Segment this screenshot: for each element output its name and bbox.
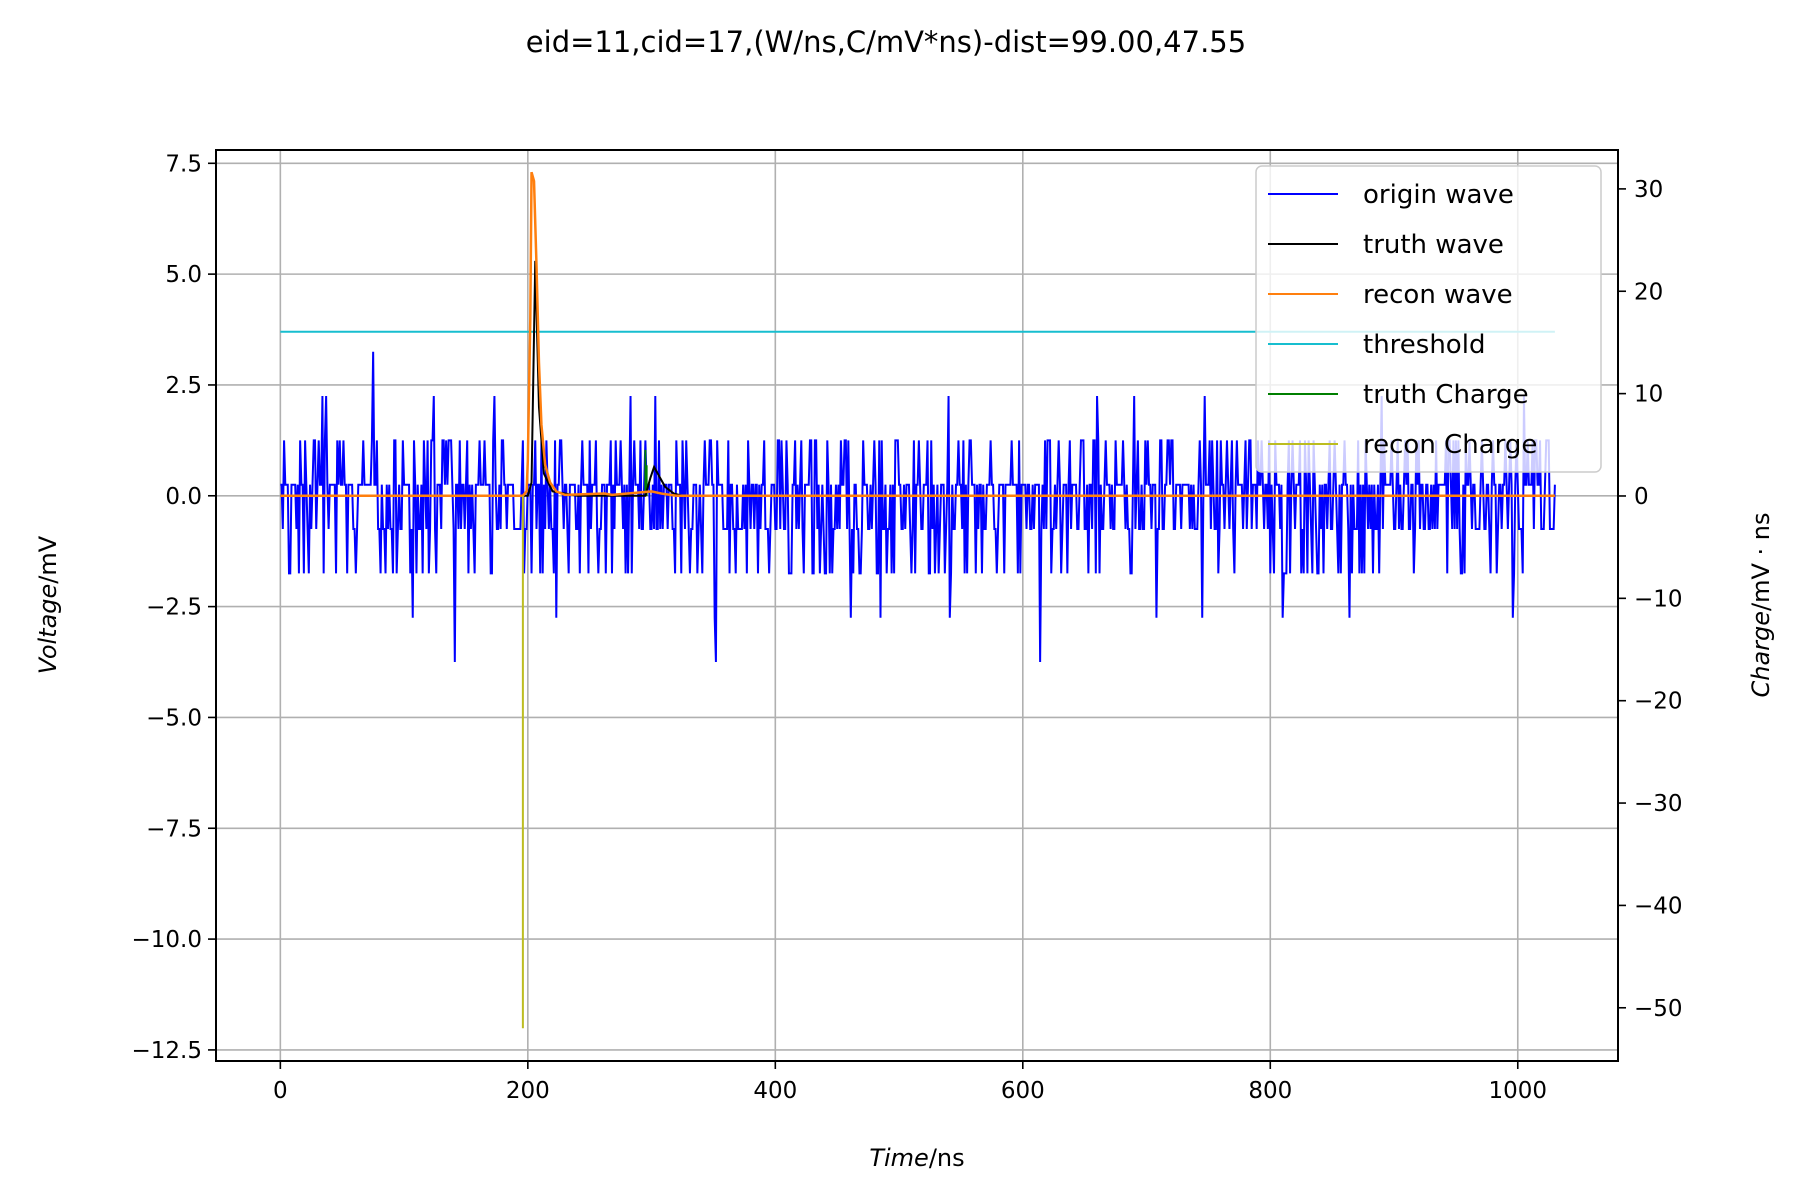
origin-wave-line <box>280 351 1556 663</box>
y2-axis-label: Charge/mV · ns <box>1747 512 1775 697</box>
recon-wave-line <box>280 171 1555 498</box>
y-tick-label: −2.5 <box>146 595 202 621</box>
y2-tick-label: −40 <box>1634 893 1683 919</box>
x-axis-ticks: 0 200 400 600 800 1000 <box>273 1061 1547 1104</box>
y-tick-label: −12.5 <box>132 1038 202 1064</box>
y-tick-label: 5.0 <box>165 262 202 288</box>
legend-box <box>1255 165 1602 473</box>
x-tick-label: 600 <box>1001 1078 1045 1104</box>
y-tick-label: 2.5 <box>165 373 202 399</box>
legend-label-truth-charge: truth Charge <box>1363 380 1529 410</box>
legend: origin wave truth wave recon wave thresh… <box>1255 165 1602 473</box>
y-tick-label: −5.0 <box>146 705 202 731</box>
legend-label-origin-wave: origin wave <box>1363 180 1514 210</box>
legend-label-threshold: threshold <box>1363 330 1485 360</box>
x-tick-label: 0 <box>273 1078 288 1104</box>
x-tick-label: 1000 <box>1488 1078 1547 1104</box>
legend-label-recon-charge: recon Charge <box>1363 430 1537 460</box>
y2-axis-ticks: 30 20 10 0 −10 −20 −30 −40 −50 <box>1618 177 1683 1022</box>
y-tick-label: 7.5 <box>165 151 202 177</box>
y2-tick-label: −30 <box>1634 791 1683 817</box>
x-tick-label: 400 <box>753 1078 797 1104</box>
y2-tick-label: 20 <box>1634 279 1663 305</box>
y2-tick-label: 30 <box>1634 177 1663 203</box>
chart-title: eid=11,cid=17,(W/ns,C/mV*ns)-dist=99.00,… <box>526 25 1246 59</box>
y2-tick-label: 10 <box>1634 382 1663 408</box>
x-axis-label: Time/ns <box>869 1144 964 1172</box>
x-tick-label: 800 <box>1248 1078 1292 1104</box>
y-tick-label: −7.5 <box>146 816 202 842</box>
y2-tick-label: −10 <box>1634 586 1683 612</box>
y-tick-label: 0.0 <box>165 484 202 510</box>
y2-tick-label: 0 <box>1634 484 1649 510</box>
y2-tick-label: −20 <box>1634 689 1683 715</box>
legend-label-recon-wave: recon wave <box>1363 280 1513 310</box>
x-tick-label: 200 <box>506 1078 550 1104</box>
axes-frame <box>215 149 1619 1062</box>
y-axis-label: Voltage/mV <box>34 535 62 674</box>
y-tick-label: −10.0 <box>132 927 202 953</box>
y-axis-ticks: 7.5 5.0 2.5 0.0 −2.5 −5.0 −7.5 −10.0 −12.5 <box>132 151 216 1064</box>
legend-label-truth-wave: truth wave <box>1363 230 1504 260</box>
y2-tick-label: −50 <box>1634 996 1683 1022</box>
